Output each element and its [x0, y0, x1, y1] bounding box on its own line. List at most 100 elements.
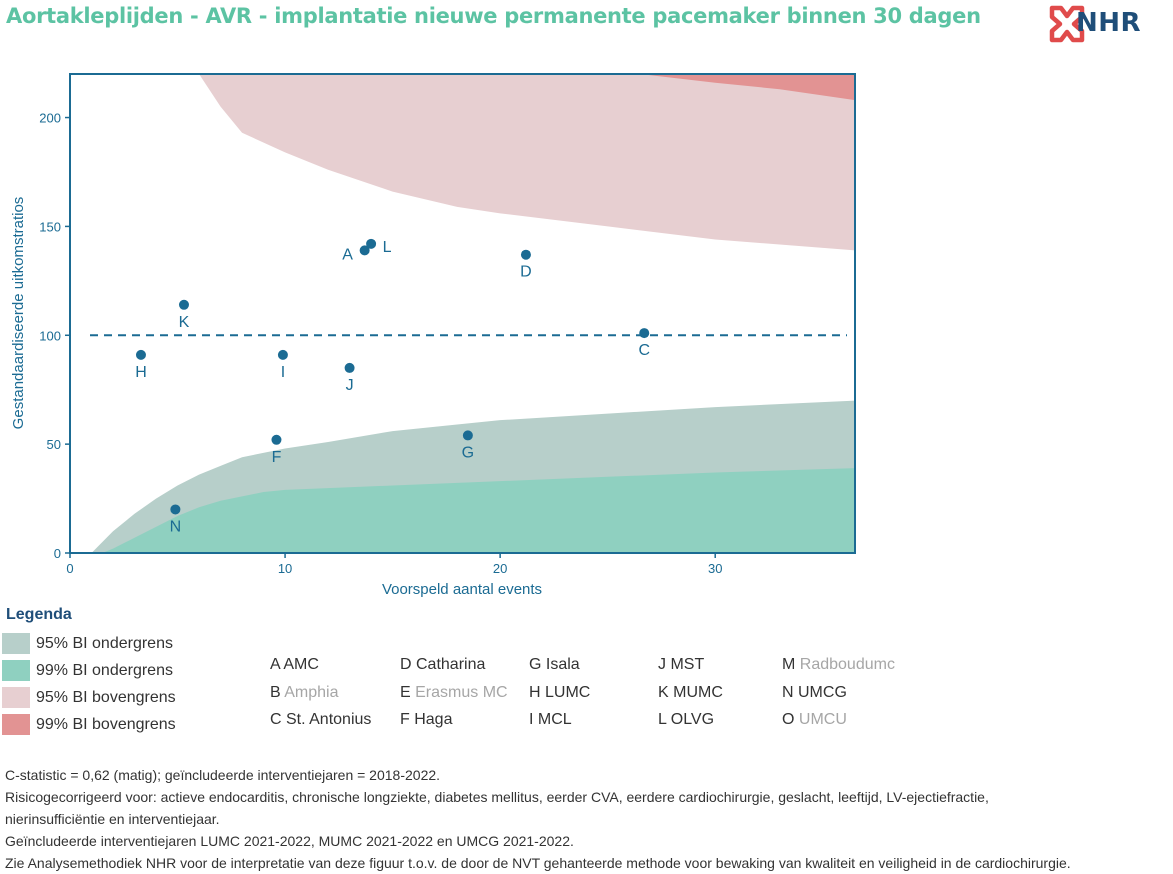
point-H — [135, 349, 146, 360]
scatter-chart: 0 10 20 30 0 50 100 150 200 A L D K C H I J F G N Voorspel… — [10, 73, 856, 598]
y-tick-label: 150 — [39, 219, 61, 234]
hospital-code: C — [270, 711, 286, 728]
point-label-H: H — [135, 364, 147, 381]
hospital-name: Haga — [414, 711, 453, 728]
plot-frame — [69, 73, 856, 554]
hospital-name: OLVG — [670, 711, 715, 728]
footnotes: C-statistic = 0,62 (matig); geïncludeerd… — [5, 764, 1071, 874]
y-tick-label: 100 — [39, 328, 61, 343]
hospital-name: Catharina — [416, 656, 486, 673]
hospital-code: D — [400, 656, 416, 673]
legend-swatch — [2, 714, 30, 735]
point-label-A: A — [342, 246, 353, 263]
hospital-name: MCL — [537, 711, 572, 728]
y-tick-label: 50 — [47, 437, 61, 452]
hospital-code: J — [658, 656, 671, 673]
hospital-G: G Isala — [529, 656, 580, 674]
point-G — [462, 430, 473, 441]
hospital-M: M Radboudumc — [782, 656, 895, 674]
hospital-N: N UMCG — [782, 684, 847, 702]
hospital-code: G — [529, 656, 546, 673]
point-label-N: N — [170, 518, 182, 535]
hospital-F: F Haga — [400, 711, 452, 729]
legend-item: 99% BI ondergrens — [2, 657, 176, 684]
legend-item: 95% BI bovengrens — [2, 684, 176, 711]
hospital-H: H LUMC — [529, 684, 590, 702]
hospital-code: A — [270, 656, 284, 673]
footnote-line: Geïncludeerde interventiejaren LUMC 2021… — [5, 833, 574, 849]
hospital-name: UMCU — [798, 711, 847, 728]
hospital-name: LUMC — [545, 683, 591, 701]
page-title: Aortakleplijden - AVR - implantatie nieu… — [6, 4, 981, 28]
hospital-name: MST — [670, 656, 705, 673]
legend: 95% BI ondergrens 99% BI ondergrens 95% BI… — [2, 630, 176, 738]
hospital-name: Erasmus MC — [415, 683, 508, 701]
x-axis-label: Voorspeld aantal events — [382, 581, 542, 598]
point-label-L: L — [383, 239, 392, 256]
legend-swatch — [2, 633, 30, 654]
hospital-name: AMC — [283, 656, 319, 673]
hospital-code: H — [529, 683, 545, 701]
hospital-code: F — [400, 711, 415, 728]
hospital-code: I — [529, 711, 538, 728]
point-label-G: G — [462, 444, 474, 461]
point-label-F: F — [272, 449, 282, 466]
legend-label: 99% BI bovengrens — [36, 715, 176, 733]
legend-swatch — [2, 687, 30, 708]
hospital-code: E — [400, 683, 416, 701]
hospital-name: St. Antonius — [286, 711, 372, 728]
hospital-code: B — [270, 683, 285, 701]
legend-label: 95% BI bovengrens — [36, 688, 176, 706]
point-I — [277, 349, 288, 360]
y-tick-label: 200 — [39, 111, 61, 126]
x-tick-label: 10 — [278, 561, 292, 576]
x-tick-label: 20 — [493, 561, 507, 576]
band-upper95 — [199, 74, 855, 251]
point-F — [271, 434, 282, 445]
hospital-name: Amphia — [284, 683, 339, 701]
legend-label: 99% BI ondergrens — [36, 661, 173, 679]
point-label-D: D — [520, 264, 532, 281]
x-tick-label: 0 — [66, 561, 73, 576]
legend-title: Legenda — [6, 606, 72, 623]
hospital-I: I MCL — [529, 711, 572, 729]
y-axis-label: Gestandaardiseerde uitkomstratios — [10, 197, 27, 430]
hospital-K: K MUMC — [658, 684, 723, 702]
legend-label: 95% BI ondergrens — [36, 634, 173, 652]
hospital-C: C St. Antonius — [270, 711, 371, 729]
footnote-line: Risicogecorrigeerd voor: actieve endocar… — [5, 789, 989, 805]
point-A — [359, 245, 370, 256]
footnote-line: C-statistic = 0,62 (matig); geïncludeerd… — [5, 767, 441, 783]
point-label-C: C — [638, 342, 650, 359]
hospital-code: O — [782, 711, 799, 728]
hospital-code: L — [658, 711, 671, 728]
y-tick-label: 0 — [54, 546, 61, 561]
hospital-name: MUMC — [673, 683, 723, 701]
legend-item: 95% BI ondergrens — [2, 630, 176, 657]
hospital-name: Isala — [545, 656, 580, 673]
hospital-name: Radboudumc — [799, 656, 895, 673]
hospital-A: A AMC — [270, 656, 319, 674]
hospital-D: D Catharina — [400, 656, 485, 674]
hospital-name: UMCG — [798, 683, 847, 701]
point-J — [344, 362, 355, 373]
point-K — [178, 299, 189, 310]
hospital-code: N — [782, 683, 798, 701]
hospital-L: L OLVG — [658, 711, 714, 729]
point-C — [639, 328, 650, 339]
point-label-I: I — [281, 364, 285, 381]
hospital-J: J MST — [658, 656, 704, 674]
legend-swatch — [2, 660, 30, 681]
hospital-code: M — [782, 656, 800, 673]
point-label-J: J — [346, 377, 354, 394]
point-label-K: K — [179, 314, 190, 331]
band-upper99 — [639, 74, 855, 101]
nhr-logo-icon — [1049, 5, 1085, 43]
band-lower99 — [102, 468, 855, 553]
point-N — [170, 504, 181, 515]
footnote-line: nierinsufficiëntie en interventiejaar. — [5, 811, 220, 827]
footnote-line: Zie Analysemethodiek NHR voor de interpr… — [5, 855, 1071, 871]
legend-item: 99% BI bovengrens — [2, 711, 176, 738]
hospital-code: K — [658, 683, 674, 701]
logo-text: NHR — [1076, 8, 1142, 38]
